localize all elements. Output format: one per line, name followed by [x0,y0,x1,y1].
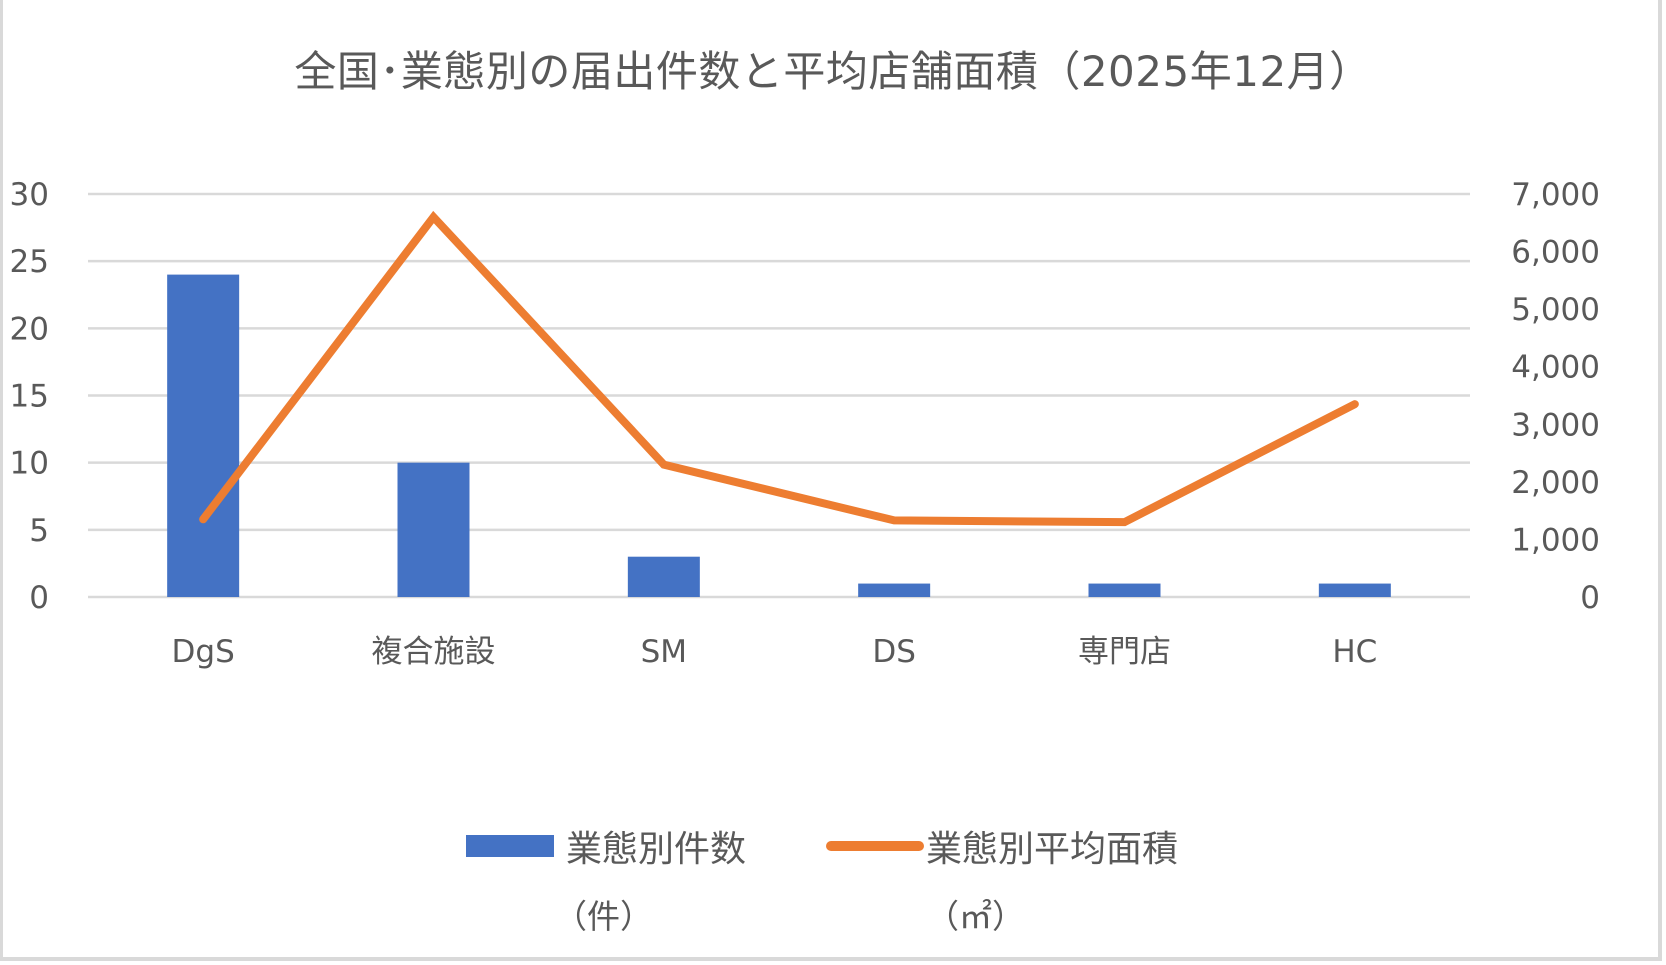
line-swatch-icon [826,841,924,851]
left-axis-tick: 10 [10,446,49,482]
right-axis-tick: 2,000 [1511,465,1600,501]
right-axis-tick: 6,000 [1511,235,1600,271]
bar[interactable] [167,274,240,597]
gridlines [88,192,1470,599]
bar-swatch-icon [466,835,554,857]
left-axis-tick: 20 [10,311,49,347]
line-series [199,210,1359,527]
line-path[interactable] [199,210,1359,527]
category-label: 専門店 [1078,634,1171,670]
left-axis-tick: 0 [29,580,49,616]
bar[interactable] [397,462,470,597]
left-axis-tick: 30 [10,177,49,213]
category-label: 複合施設 [372,634,496,670]
left-axis-ticks: 0 5 10 15 20 25 30 [10,177,49,616]
legend-item-line[interactable]: 業態別平均面積 （㎡） [826,820,1178,938]
legend-bar-label: 業態別件数 [566,829,747,870]
left-axis-tick: 15 [10,379,49,415]
right-axis-tick: 0 [1580,580,1600,616]
legend-bar-unit: （件） [554,897,653,936]
bar[interactable] [1318,583,1391,597]
legend-item-bar[interactable]: 業態別件数 （件） [466,820,746,938]
bar-series [167,274,1391,597]
bar[interactable] [1088,583,1161,597]
category-axis-labels: DgS 複合施設 SM DS 専門店 HC [172,634,1378,670]
category-label: DS [872,634,916,670]
category-label: SM [641,634,687,670]
chart-title: 全国･業態別の届出件数と平均店舗面積（2025年12月） [294,47,1372,96]
bar[interactable] [627,556,700,597]
right-axis-tick: 5,000 [1511,292,1600,328]
category-label: DgS [172,634,235,670]
left-axis-tick: 25 [10,244,49,280]
bar[interactable] [858,583,931,597]
legend: 業態別件数 （件） 業態別平均面積 （㎡） [0,820,1666,940]
right-axis-ticks: 0 1,000 2,000 3,000 4,000 5,000 6,000 7,000 [1511,177,1600,616]
legend-line-label: 業態別平均面積 [926,829,1179,870]
right-axis-tick: 1,000 [1511,522,1600,558]
right-axis-tick: 7,000 [1511,177,1600,213]
legend-line-unit: （㎡） [926,897,1025,936]
category-label: HC [1332,634,1377,670]
left-axis-tick: 5 [29,513,49,549]
right-axis-tick: 3,000 [1511,407,1600,443]
right-axis-tick: 4,000 [1511,350,1600,386]
